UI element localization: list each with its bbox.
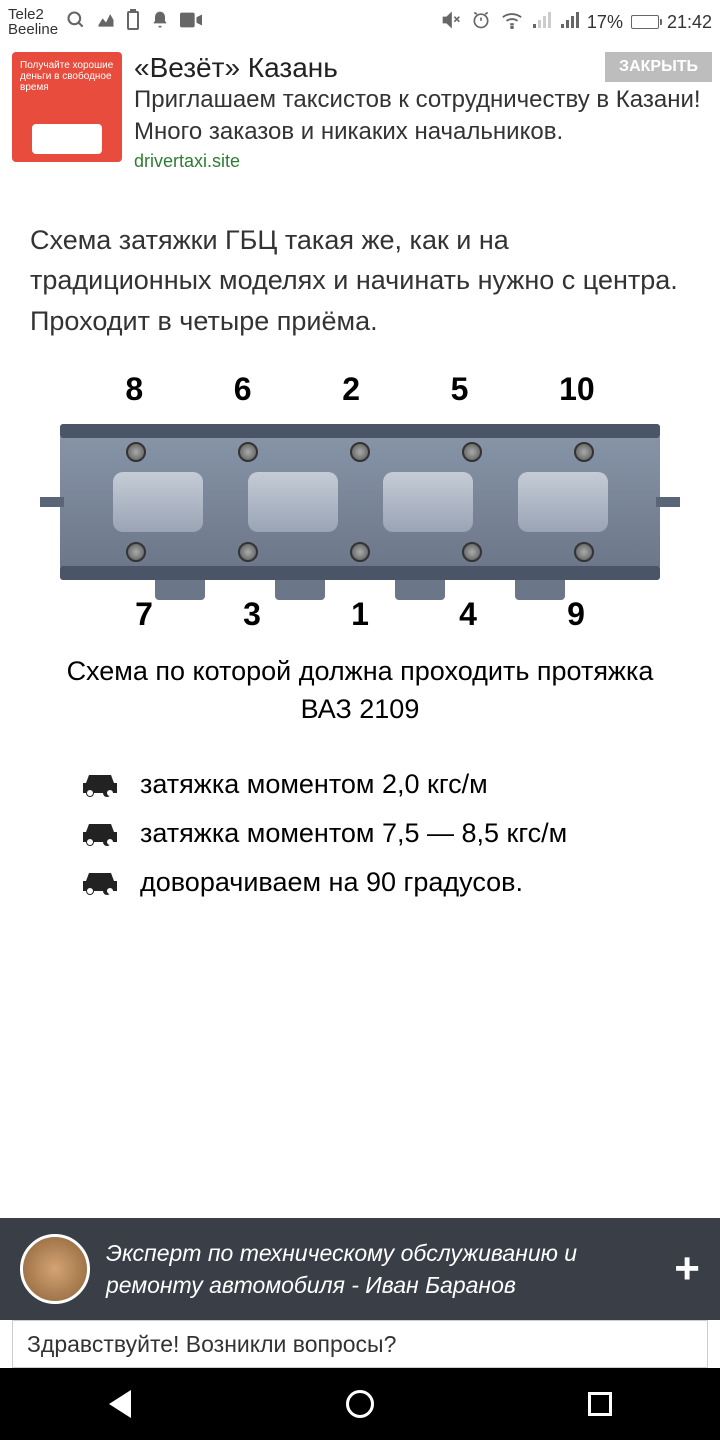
torque-diagram: 8 6 2 5 10 7 3 1 4 9 — [40, 371, 680, 633]
torque-step: затяжка моментом 7,5 — 8,5 кгс/м — [80, 818, 640, 849]
wifi-icon — [501, 11, 523, 34]
carrier-1: Tele2 — [8, 7, 58, 22]
expert-banner[interactable]: Эксперт по техническому обслуживанию и р… — [0, 1218, 720, 1320]
bolt-num: 7 — [135, 596, 153, 633]
bolt-num: 8 — [125, 371, 143, 408]
expert-avatar — [20, 1234, 90, 1304]
back-button[interactable] — [102, 1386, 138, 1422]
battery-indicator-icon — [126, 9, 140, 36]
expert-description: Эксперт по техническому обслуживанию и р… — [106, 1237, 658, 1301]
bolt-numbers-bottom: 7 3 1 4 9 — [40, 596, 680, 633]
car-icon — [80, 771, 120, 797]
bolt-num: 4 — [459, 596, 477, 633]
torque-step-text: затяжка моментом 2,0 кгс/м — [140, 769, 488, 800]
video-icon — [180, 12, 202, 33]
bolt-num: 10 — [559, 371, 595, 408]
bolt-num: 2 — [342, 371, 360, 408]
ad-link[interactable]: drivertaxi.site — [134, 151, 708, 172]
bell-icon — [150, 10, 170, 35]
alarm-icon — [471, 10, 491, 35]
carrier-2: Beeline — [8, 22, 58, 37]
car-icon — [80, 820, 120, 846]
home-button[interactable] — [342, 1386, 378, 1422]
torque-step: затяжка моментом 2,0 кгс/м — [80, 769, 640, 800]
bolt-num: 3 — [243, 596, 261, 633]
torque-step-text: доворачиваем на 90 градусов. — [140, 867, 523, 898]
search-icon — [66, 10, 86, 35]
battery-percentage: 17% — [587, 12, 623, 33]
bolt-num: 6 — [234, 371, 252, 408]
bolt-numbers-top: 8 6 2 5 10 — [40, 371, 680, 408]
ad-banner[interactable]: Получайте хорошие деньги в свободное вре… — [0, 44, 720, 180]
torque-steps-list: затяжка моментом 2,0 кгс/м затяжка момен… — [30, 769, 690, 898]
torque-step: доворачиваем на 90 градусов. — [80, 867, 640, 898]
torque-step-text: затяжка моментом 7,5 — 8,5 кгс/м — [140, 818, 567, 849]
status-right: 17% 21:42 — [441, 10, 712, 35]
chart-icon — [96, 10, 116, 35]
bolt-num: 5 — [451, 371, 469, 408]
diagram-caption: Схема по которой должна проходить протяж… — [60, 653, 660, 729]
signal-2-icon — [561, 12, 579, 33]
bolt-num: 9 — [567, 596, 585, 633]
status-time: 21:42 — [667, 12, 712, 33]
engine-illustration — [40, 412, 680, 592]
ad-image-text: Получайте хорошие деньги в свободное вре… — [20, 60, 114, 93]
ad-image: Получайте хорошие деньги в свободное вре… — [12, 52, 122, 162]
status-left: Tele2 Beeline — [8, 7, 202, 37]
ad-close-button[interactable]: ЗАКРЫТЬ — [605, 52, 712, 82]
article-paragraph: Схема затяжки ГБЦ такая же, как и на тра… — [30, 220, 690, 342]
ad-description: Приглашаем таксистов к сотрудничеству в … — [134, 84, 708, 149]
car-icon — [80, 869, 120, 895]
recent-button[interactable] — [582, 1386, 618, 1422]
navigation-bar — [0, 1368, 720, 1440]
chat-placeholder: Здравствуйте! Возникли вопросы? — [27, 1331, 396, 1358]
bolt-num: 1 — [351, 596, 369, 633]
chat-input[interactable]: Здравствуйте! Возникли вопросы? — [12, 1320, 708, 1368]
signal-1-icon — [533, 12, 551, 33]
expand-button[interactable]: + — [674, 1244, 700, 1294]
mute-icon — [441, 10, 461, 35]
battery-icon — [631, 15, 659, 29]
status-bar: Tele2 Beeline 17% 21:42 — [0, 0, 720, 44]
article-content: Схема затяжки ГБЦ такая же, как и на тра… — [0, 180, 720, 898]
